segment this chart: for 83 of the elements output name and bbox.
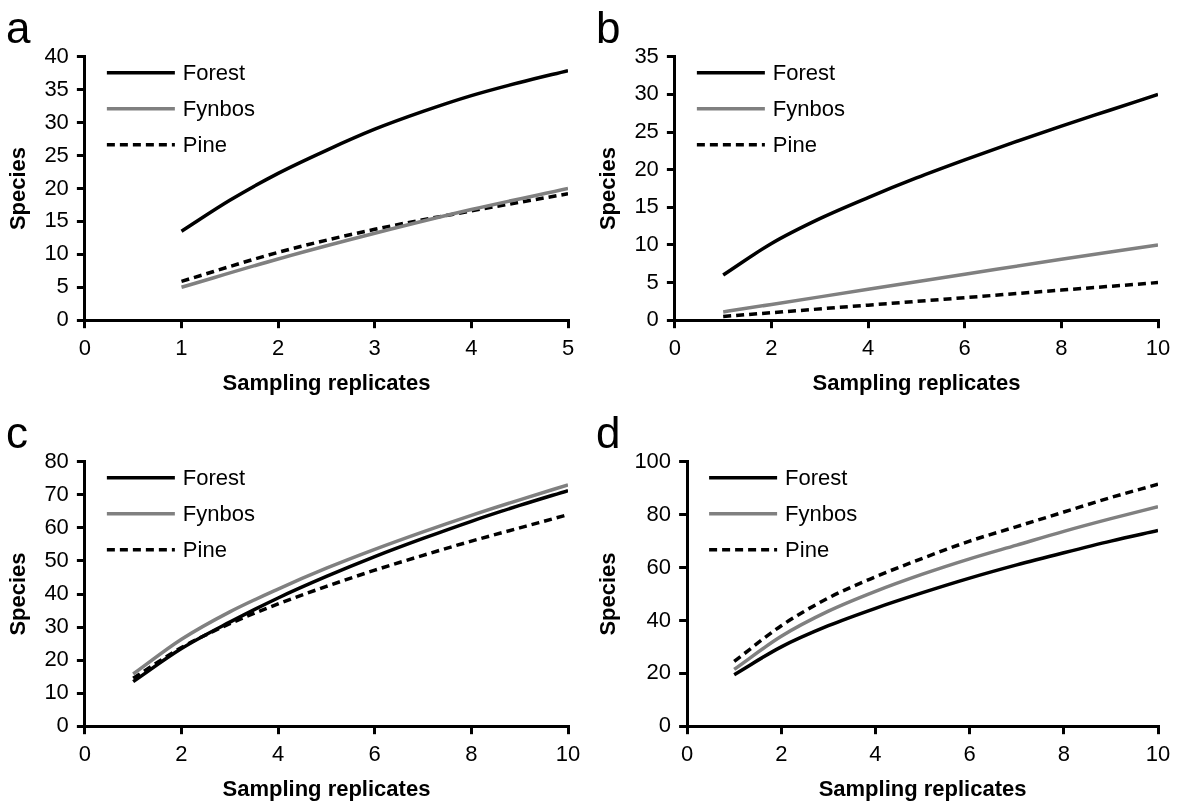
y-tick-label: 0 [658,712,672,738]
y-tick-label: 35 [634,42,659,68]
x-tick-label: 4 [272,741,285,767]
y-tick-label: 25 [634,118,659,144]
y-axis-title: Species [5,552,31,636]
y-tick-label: 35 [44,75,69,101]
x-tick-label: 2 [775,741,788,767]
y-tick-label: 30 [634,80,659,106]
x-tick-label: 8 [1057,741,1070,767]
x-tick-label: 4 [862,335,875,361]
y-tick-label: 40 [646,606,672,632]
y-tick-label: 10 [44,679,69,705]
x-tick-label: 6 [958,335,971,361]
legend-label: Forest [785,464,848,490]
legend-label: Forest [182,464,246,490]
legend-label: Forest [182,59,246,85]
line-series [732,505,1158,672]
x-tick-label: 1 [175,335,188,361]
legend-label: Pine [182,536,227,562]
x-tick-label: 2 [272,335,285,361]
y-tick-label: 30 [44,613,69,639]
chart-title: b [596,2,621,52]
legend-label: Pine [772,131,817,157]
x-tick-label: 10 [1145,741,1171,767]
x-tick-label: 0 [680,741,694,767]
x-tick-label: 2 [765,335,778,361]
x-axis-title: Sampling replicates [818,775,1027,801]
y-tick-label: 50 [44,547,69,573]
x-tick-label: 10 [555,741,581,767]
y-axis-title: Species [595,146,621,231]
y-tick-label: 10 [44,240,69,266]
x-tick-label: 5 [561,335,575,361]
y-tick-label: 80 [44,447,69,473]
x-tick-label: 6 [368,741,381,767]
legend-label: Fynbos [772,95,846,121]
y-tick-label: 0 [56,306,69,332]
legend-label: Fynbos [182,95,256,121]
y-tick-label: 70 [44,480,69,506]
x-tick-label: 6 [963,741,976,767]
chart-title: d [596,407,621,457]
line-series [732,528,1158,677]
x-tick-label: 0 [78,335,91,361]
chart-title: a [6,2,31,52]
x-tick-label: 4 [465,335,478,361]
y-axis-title: Species [595,552,621,636]
y-tick-label: 5 [646,268,659,294]
y-tick-label: 0 [646,306,659,332]
x-tick-label: 4 [869,741,882,767]
legend-label: Forest [772,59,836,85]
y-tick-label: 60 [44,513,69,539]
legend-label: Pine [785,536,830,562]
y-axis-title: Species [5,146,31,231]
x-axis-title: Sampling replicates [222,369,431,395]
y-tick-label: 20 [646,659,672,685]
x-tick-label: 10 [1145,335,1171,361]
y-tick-label: 0 [56,712,69,738]
legend-label: Pine [182,131,227,157]
y-tick-label: 20 [634,155,659,181]
x-axis-title: Sampling replicates [222,775,431,801]
y-tick-label: 25 [44,141,69,167]
y-tick-label: 40 [44,42,69,68]
y-tick-label: 40 [44,580,69,606]
y-tick-label: 20 [44,174,69,200]
y-tick-label: 5 [56,273,69,299]
x-axis-title: Sampling replicates [812,369,1021,395]
x-tick-label: 8 [1055,335,1068,361]
x-tick-label: 0 [78,741,91,767]
chart-title: c [6,407,28,457]
y-tick-label: 30 [44,108,69,134]
x-tick-label: 8 [465,741,478,767]
y-tick-label: 15 [44,207,69,233]
y-tick-label: 60 [646,553,672,579]
legend-label: Fynbos [182,500,256,526]
line-series [721,243,1158,314]
y-tick-label: 100 [634,447,672,473]
y-tick-label: 80 [646,500,672,526]
x-tick-label: 2 [175,741,188,767]
y-tick-label: 20 [44,646,69,672]
y-tick-label: 15 [634,193,659,219]
y-tick-label: 10 [634,231,659,257]
x-tick-label: 3 [368,335,381,361]
line-series [721,92,1158,277]
legend-label: Fynbos [785,500,858,526]
